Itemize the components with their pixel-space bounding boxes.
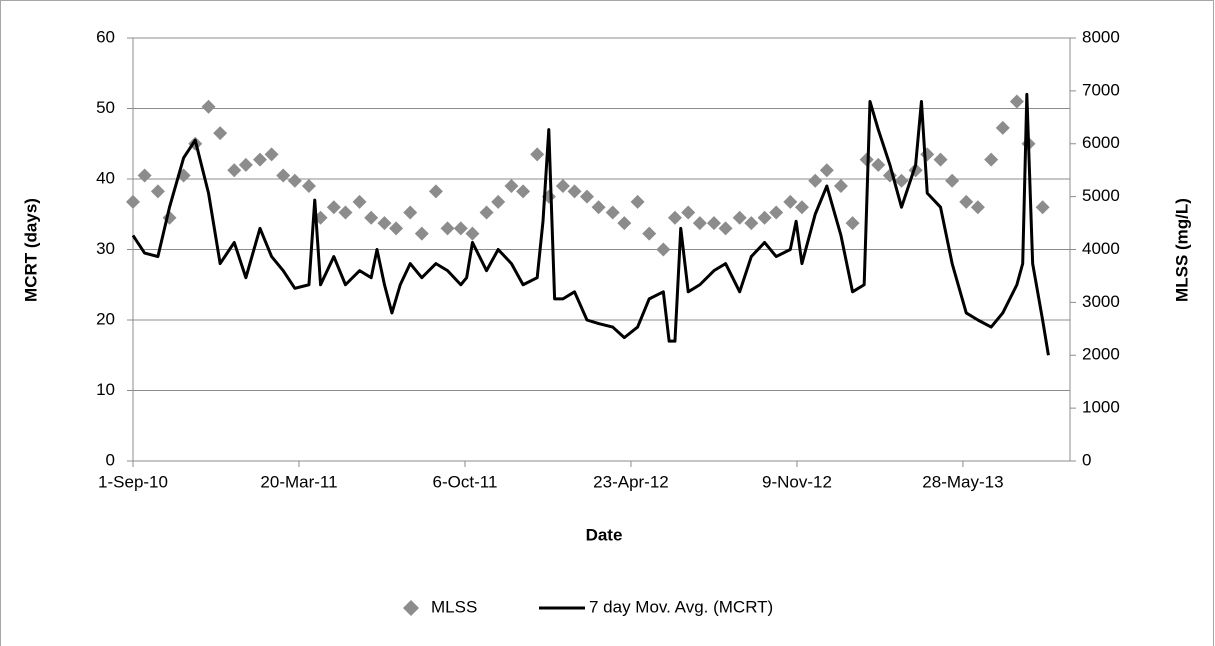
mlss-point bbox=[137, 168, 152, 183]
x-tick-label: 28-May-13 bbox=[922, 472, 1003, 491]
mlss-point bbox=[530, 147, 545, 162]
mlss-point bbox=[364, 210, 379, 225]
y2-tick-label: 8000 bbox=[1082, 27, 1120, 46]
y-tick-label: 0 bbox=[106, 450, 115, 469]
mlss-point bbox=[681, 205, 696, 220]
y2-axis-title: MLSS (mg/L) bbox=[1172, 198, 1191, 302]
x-axis-title: Date bbox=[586, 525, 623, 544]
mlss-point bbox=[783, 194, 798, 209]
mlss-point bbox=[150, 184, 165, 199]
mlss-point bbox=[605, 205, 620, 220]
mlss-point bbox=[945, 173, 960, 188]
mlss-point bbox=[692, 216, 707, 231]
x-tick-label: 20-Mar-11 bbox=[260, 472, 337, 491]
y2-tick-label: 1000 bbox=[1082, 398, 1120, 417]
mlss-point bbox=[706, 216, 721, 231]
mlss-point bbox=[794, 200, 809, 215]
mlss-point bbox=[845, 216, 860, 231]
mlss-point bbox=[667, 210, 682, 225]
mlss-point bbox=[227, 163, 242, 178]
y-tick-label: 40 bbox=[96, 168, 115, 187]
mlss-point bbox=[769, 205, 784, 220]
mlss-point bbox=[479, 205, 494, 220]
mlss-point bbox=[933, 152, 948, 167]
mlss-point bbox=[276, 168, 291, 183]
mlss-point bbox=[504, 179, 519, 194]
mlss-point bbox=[201, 99, 216, 114]
y-axis-title: MCRT (days) bbox=[21, 198, 40, 302]
legend-label: 7 day Mov. Avg. (MCRT) bbox=[589, 597, 773, 616]
y2-tick-label: 0 bbox=[1082, 450, 1091, 469]
mlss-point bbox=[389, 221, 404, 236]
mlss-point bbox=[894, 173, 909, 188]
y-tick-label: 60 bbox=[96, 27, 115, 46]
x-tick-label: 9-Nov-12 bbox=[762, 472, 832, 491]
mlss-point bbox=[287, 173, 302, 188]
y-tick-label: 50 bbox=[96, 98, 115, 117]
mlss-point bbox=[1035, 200, 1050, 215]
mlss-point bbox=[579, 189, 594, 204]
mlss-point bbox=[428, 184, 443, 199]
legend-label: MLSS bbox=[431, 597, 477, 616]
mlss-point bbox=[326, 200, 341, 215]
mlss-point bbox=[920, 147, 935, 162]
mlss-point bbox=[970, 200, 985, 215]
legend-marker bbox=[403, 600, 419, 616]
mlss-point bbox=[1009, 94, 1024, 109]
mlss-point bbox=[264, 147, 279, 162]
mlss-point bbox=[744, 216, 759, 231]
mlss-point bbox=[414, 226, 429, 241]
mlss-point bbox=[213, 126, 228, 141]
mlss-point bbox=[656, 242, 671, 257]
y2-tick-label: 4000 bbox=[1082, 239, 1120, 258]
mlss-point bbox=[338, 205, 353, 220]
mlss-point bbox=[630, 194, 645, 209]
x-tick-label: 6-Oct-11 bbox=[433, 472, 498, 491]
x-tick-label: 23-Apr-12 bbox=[593, 472, 669, 491]
mlss-point bbox=[126, 194, 140, 209]
y2-tick-label: 3000 bbox=[1082, 292, 1120, 311]
mlss-point bbox=[984, 152, 999, 167]
x-tick-label: 1-Sep-10 bbox=[98, 472, 168, 491]
y-tick-label: 30 bbox=[96, 239, 115, 258]
mlss-point bbox=[808, 173, 823, 188]
y2-tick-label: 5000 bbox=[1082, 186, 1120, 205]
mlss-point bbox=[516, 184, 531, 199]
mlss-point bbox=[567, 184, 582, 199]
mlss-point bbox=[403, 205, 418, 220]
mlss-point bbox=[642, 226, 657, 241]
mlss-point bbox=[440, 221, 455, 236]
mlss-point bbox=[833, 179, 848, 194]
mlss-point bbox=[718, 221, 733, 236]
mlss-point bbox=[491, 194, 506, 209]
mlss-point bbox=[871, 157, 886, 172]
mlss-point bbox=[591, 200, 606, 215]
y2-tick-label: 7000 bbox=[1082, 80, 1120, 99]
mlss-point bbox=[995, 120, 1010, 135]
y-tick-label: 10 bbox=[96, 380, 115, 399]
mlss-point bbox=[238, 157, 253, 172]
mlss-point bbox=[617, 216, 632, 231]
mlss-point bbox=[732, 210, 747, 225]
mlss-point bbox=[453, 221, 468, 236]
y2-tick-label: 6000 bbox=[1082, 133, 1120, 152]
mcrt-line bbox=[131, 92, 1050, 356]
mlss-point bbox=[377, 216, 392, 231]
mlss-point bbox=[352, 194, 367, 209]
mlss-point bbox=[252, 152, 267, 167]
mlss-point bbox=[757, 210, 772, 225]
mlss-point bbox=[959, 194, 974, 209]
mlss-point bbox=[819, 163, 834, 178]
mlss-point bbox=[465, 226, 480, 241]
y2-tick-label: 2000 bbox=[1082, 345, 1120, 364]
y-tick-label: 20 bbox=[96, 309, 115, 328]
mlss-point bbox=[555, 179, 570, 194]
mlss-point bbox=[301, 179, 316, 194]
